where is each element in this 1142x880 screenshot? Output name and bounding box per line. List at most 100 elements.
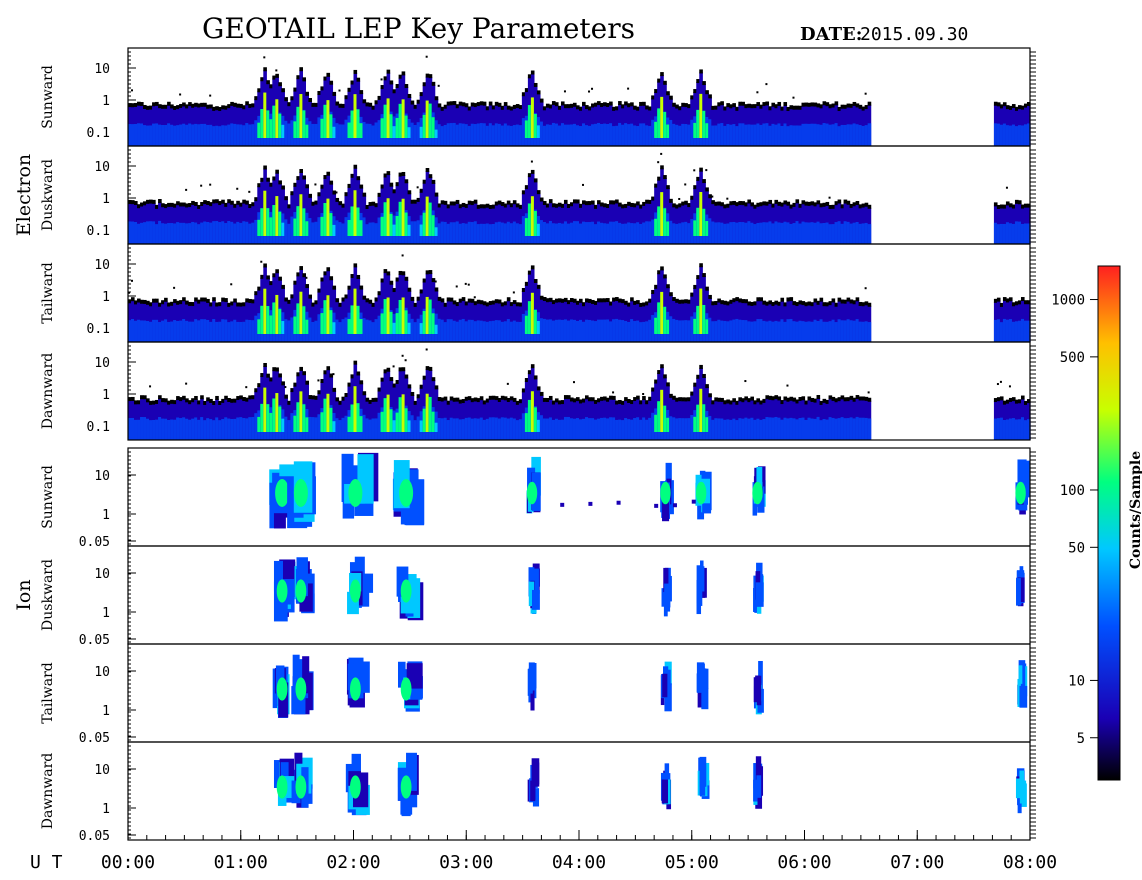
- ion-trace-dot: [654, 503, 659, 508]
- spectrogram-column-top: [467, 396, 472, 401]
- spectrogram-column-low: [834, 418, 839, 440]
- spectrogram-column-low: [861, 125, 866, 146]
- spectrogram-column-low: [621, 223, 625, 244]
- spectrogram-burst: [428, 396, 433, 432]
- spectrogram-column-low: [473, 321, 478, 342]
- spectrogram-column-top: [317, 288, 322, 293]
- spectrogram-column-low: [569, 418, 574, 440]
- spectrogram-column-top: [807, 396, 812, 401]
- x-tick-label: 00:00: [101, 852, 155, 873]
- spectrogram-column-top: [410, 391, 415, 396]
- spectrogram-column-low: [200, 222, 204, 244]
- spectrogram-column-low: [804, 123, 809, 146]
- y-tick-label: 0.1: [87, 126, 110, 141]
- spectrogram-burst: [527, 203, 532, 236]
- spectrogram-column-top: [771, 203, 776, 208]
- ion-burst-core: [695, 481, 707, 505]
- spectrogram-column-top: [218, 400, 222, 405]
- ion-burst-blob: [531, 589, 540, 610]
- noise-dot: [765, 83, 768, 86]
- spectrogram-column-low: [765, 222, 770, 244]
- spectrogram-column-low: [645, 125, 649, 146]
- spectrogram-column-top: [569, 298, 574, 303]
- spectrogram-column-top: [338, 103, 343, 108]
- spectrogram-column-top: [260, 274, 264, 279]
- spectrogram-column-top: [497, 102, 502, 107]
- spectrogram-burst: [696, 404, 700, 432]
- spectrogram-column-top: [762, 201, 767, 206]
- spectrogram-column-top: [353, 164, 358, 169]
- spectrogram-column-top: [669, 198, 673, 203]
- spectrogram-column-low: [146, 320, 150, 342]
- spectrogram-column-top: [642, 101, 646, 106]
- spectrogram-column-low: [254, 120, 258, 146]
- spectrogram-column-low: [810, 321, 815, 342]
- spectrogram-column-top: [452, 201, 457, 206]
- spectrogram-column-top: [290, 294, 294, 299]
- spectrogram-burst: [302, 110, 306, 138]
- spectrogram-column-top: [422, 179, 427, 184]
- spectrogram-column-low: [476, 123, 481, 146]
- spectrogram-column-top: [684, 103, 688, 108]
- spectrogram-column-top: [579, 298, 583, 303]
- ion-trace-dot: [691, 499, 696, 504]
- spectrogram-column-top: [609, 101, 613, 106]
- spectrogram-column-top: [651, 387, 655, 392]
- spectrogram-column-low: [227, 418, 231, 440]
- spectrogram-burst: [407, 420, 412, 432]
- spectrogram-burst: [398, 201, 403, 236]
- spectrogram-column-low: [371, 322, 376, 342]
- spectrogram-column-low: [585, 222, 589, 244]
- spectrogram-column-low: [539, 121, 544, 146]
- spectrogram-column-low: [801, 123, 806, 146]
- spectrogram-column-low: [239, 222, 243, 244]
- spectrogram-column-low: [681, 123, 685, 146]
- spectrogram-burst: [269, 315, 273, 334]
- spectrogram-column-top: [308, 97, 313, 102]
- spectrogram-column-low: [317, 314, 322, 342]
- spectrogram-column-top: [275, 367, 279, 372]
- ion-burst-blob: [292, 654, 300, 693]
- spectrogram-column-top: [996, 297, 1001, 302]
- spectrogram-column-top: [864, 202, 869, 207]
- spectrogram-column-top: [618, 399, 622, 404]
- spectrogram-burst: [404, 408, 409, 432]
- spectrogram-column-low: [209, 222, 213, 244]
- spectrogram-column-low: [579, 319, 583, 342]
- spectrogram-column-top: [999, 104, 1004, 109]
- spectrogram-column-low: [756, 319, 760, 342]
- spectrogram-column-low: [443, 221, 448, 244]
- spectrogram-column-low: [239, 124, 243, 146]
- spectrogram-column-low: [735, 420, 739, 440]
- spectrogram-column-low: [645, 221, 649, 244]
- spectrogram-column-low: [993, 418, 998, 440]
- spectrogram-column-top: [657, 78, 661, 83]
- noise-dot: [693, 169, 696, 172]
- spectrogram-burst: [536, 419, 541, 432]
- spectrogram-column-top: [329, 80, 334, 85]
- spectrogram-column-low: [128, 221, 132, 244]
- spectrogram-burst: [386, 98, 391, 138]
- spectrogram-column-top: [831, 396, 836, 401]
- spectrogram-column-top: [747, 398, 751, 403]
- spectrogram-column-top: [299, 169, 303, 174]
- spectrogram-column-top: [539, 391, 544, 396]
- spectrogram-column-top: [380, 377, 385, 382]
- spectrogram-column-top: [696, 79, 700, 84]
- spectrogram-column-top: [786, 297, 791, 302]
- spectrogram-column-top: [600, 202, 604, 207]
- spectrogram-column-low: [374, 122, 379, 146]
- spectrogram-column-top: [275, 169, 279, 174]
- spectrogram-column-low: [248, 223, 252, 244]
- spectrogram-column-low: [134, 419, 138, 440]
- spectrogram-column-top: [320, 184, 325, 189]
- spectrogram-column-top: [645, 301, 649, 306]
- spectrogram-column-low: [720, 320, 724, 342]
- spectrogram-column-top: [335, 397, 340, 402]
- spectrogram-column-top: [585, 298, 589, 303]
- spectrogram-column-top: [675, 298, 679, 303]
- spectrogram-column-low: [681, 222, 685, 244]
- spectrogram-column-top: [765, 201, 770, 206]
